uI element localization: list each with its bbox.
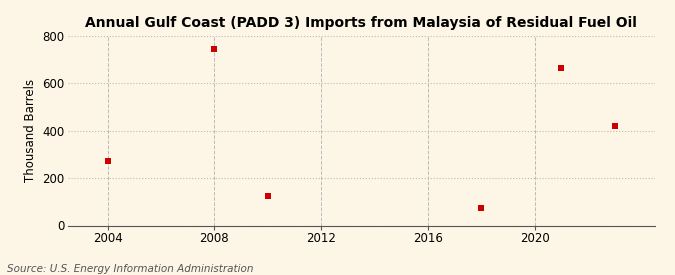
Y-axis label: Thousand Barrels: Thousand Barrels xyxy=(24,79,37,182)
Point xyxy=(263,194,273,198)
Point xyxy=(209,46,220,51)
Title: Annual Gulf Coast (PADD 3) Imports from Malaysia of Residual Fuel Oil: Annual Gulf Coast (PADD 3) Imports from … xyxy=(85,16,637,31)
Point xyxy=(556,65,567,70)
Point xyxy=(610,124,620,128)
Point xyxy=(102,159,113,164)
Text: Source: U.S. Energy Information Administration: Source: U.S. Energy Information Administ… xyxy=(7,264,253,274)
Point xyxy=(476,205,487,210)
